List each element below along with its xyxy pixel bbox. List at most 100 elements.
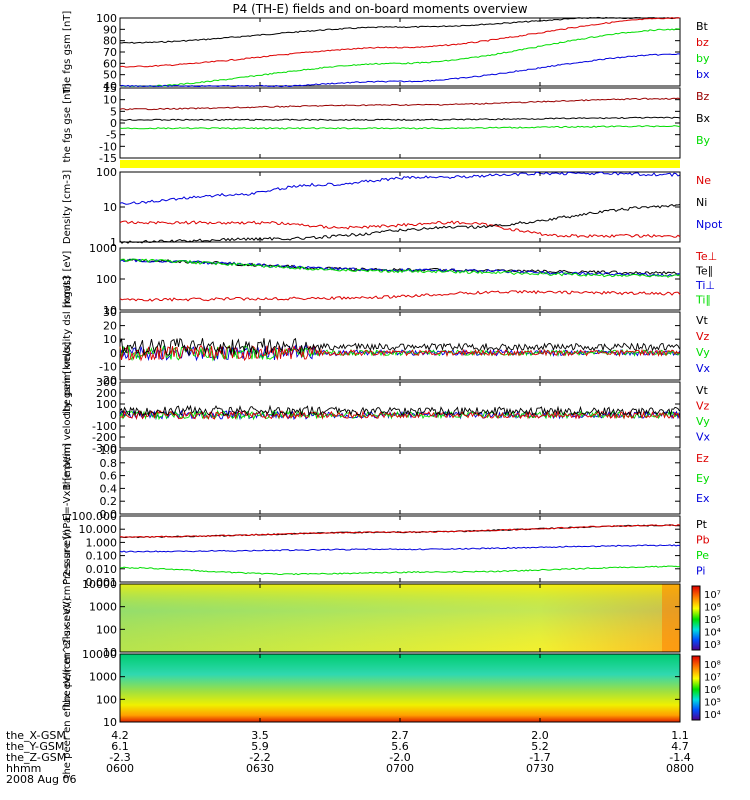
legend-entry: Pb [696, 534, 710, 547]
legend-entry: Ey [696, 472, 710, 485]
x-column-value: 2.0 [531, 729, 549, 742]
colorbar-tick-label: 10⁷ [704, 673, 721, 684]
colorbar-tick-label: 10⁷ [704, 590, 721, 601]
x-column-value: 5.9 [251, 740, 269, 753]
figure-title: P4 (TH-E) fields and on-board moments ov… [232, 2, 527, 16]
y-tick-label: 10 [103, 201, 117, 214]
panel-frame [119, 17, 681, 87]
y-tick-label: 15 [103, 82, 117, 95]
x-column-value: -2.3 [109, 751, 130, 764]
y-tick-label: 0.8 [100, 457, 118, 470]
y-tick-label: 10 [103, 304, 117, 317]
y-tick-label: 0.2 [100, 495, 118, 508]
series-line [119, 337, 680, 357]
legend-entry: Ni [696, 196, 707, 209]
y-tick-label: 0.100 [86, 550, 118, 563]
x-column-value: 5.2 [531, 740, 549, 753]
x-column-value: 5.6 [391, 740, 409, 753]
x-column-value: 0700 [386, 762, 414, 775]
series-line [119, 344, 680, 362]
legend-entry: Bt [696, 20, 709, 33]
series-line [119, 410, 680, 421]
series-line [119, 204, 681, 244]
x-column-value: 4.7 [671, 740, 689, 753]
series-line [119, 171, 681, 205]
legend-entry: Vy [696, 415, 710, 428]
panel-frame [119, 87, 681, 159]
y-axis-label: the fgs gse [nT] [62, 83, 73, 162]
y-axis-label: mgat3 [eV] [62, 251, 73, 308]
y-tick-label: 1.000 [86, 536, 118, 549]
legend-entry: Vz [696, 400, 710, 413]
y-tick-label: 100 [96, 273, 117, 286]
legend-entry: Ti∥ [695, 294, 711, 307]
legend-entry: Pi [696, 565, 705, 578]
x-column-value: 6.1 [111, 740, 129, 753]
y-tick-label: 0.001 [86, 576, 118, 589]
x-column-value: 0600 [106, 762, 134, 775]
spectrogram-ion-overlay [120, 584, 680, 652]
legend-entry: bz [696, 36, 709, 49]
y-tick-label: 10 [103, 716, 117, 729]
y-tick-label: 1 [110, 236, 117, 249]
spectrogram-electron [120, 654, 680, 722]
y-axis-label: the peim velocity gsm [km/s] [62, 342, 73, 489]
legend-entry: bx [696, 68, 710, 81]
legend-entry: Vy [696, 346, 710, 359]
series-line [119, 404, 680, 418]
colorbar [691, 655, 701, 721]
y-tick-label: -15 [99, 152, 117, 165]
series-line [119, 524, 681, 539]
y-tick-label: -300 [92, 442, 117, 455]
series-line [119, 53, 681, 88]
y-tick-label: 0.6 [100, 470, 118, 483]
legend-entry: by [696, 52, 710, 65]
y-tick-label: 0 [110, 117, 117, 130]
legend-entry: Vt [696, 314, 709, 327]
y-tick-label: 1000 [89, 671, 117, 684]
legend-entry: Ne [696, 174, 711, 187]
y-tick-label: -200 [92, 431, 117, 444]
colorbar [691, 585, 701, 651]
x-row-label: hhmm [6, 762, 41, 775]
y-axis-label: Density [cm-3] [62, 170, 73, 244]
y-tick-label: 1000 [89, 601, 117, 614]
y-tick-label: 0.4 [100, 482, 118, 495]
legend-entry: Te∥ [695, 265, 713, 278]
y-tick-label: -10 [99, 140, 117, 153]
legend-entry: Vx [696, 362, 711, 375]
y-tick-label: 200 [96, 387, 117, 400]
y-axis-label: the peir en eflux eV/(cm^2-s-sr-eV) [62, 529, 73, 707]
series-line [120, 116, 681, 121]
y-tick-label: 100 [96, 166, 117, 179]
y-tick-label: 0 [110, 347, 117, 360]
x-column-value: -1.7 [529, 751, 550, 764]
y-tick-label: -100 [92, 420, 117, 433]
legend-entry: Pe [696, 549, 709, 562]
x-column-value: -1.4 [669, 751, 690, 764]
x-column-value: 0800 [666, 762, 694, 775]
y-tick-label: 1000 [89, 242, 117, 255]
y-tick-label: 100 [96, 12, 117, 25]
series-line [120, 28, 681, 88]
y-tick-label: 10000 [82, 648, 117, 661]
series-line [119, 16, 681, 44]
y-tick-label: 30 [103, 306, 117, 319]
panel-4: 1000 100 10 mgat3 [eV] Te⊥ Te∥Ti⊥ Ti∥ [62, 242, 717, 317]
legend-entry: Ez [696, 452, 709, 465]
series-line [119, 290, 681, 302]
y-tick-label: 0.0 [100, 508, 118, 521]
legend-entry: Bx [696, 112, 711, 125]
y-tick-label: 1.0 [100, 444, 118, 457]
y-axis-label: Pressure [nPa] [62, 513, 73, 585]
y-tick-label: 10.000 [79, 523, 118, 536]
y-tick-label: 40 [103, 80, 117, 93]
colorbar-tick-label: 10⁶ [704, 685, 721, 696]
